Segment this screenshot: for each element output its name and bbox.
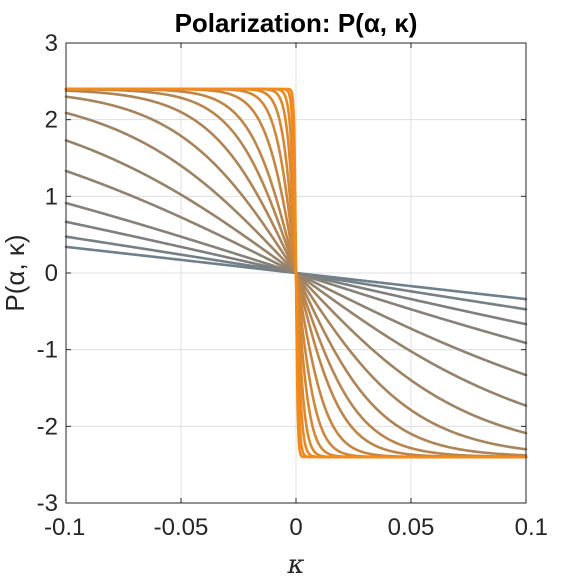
y-tick-label: 1 <box>45 183 58 210</box>
x-tick-label: 0.05 <box>388 514 435 541</box>
y-tick-label: 0 <box>45 260 58 287</box>
x-tick-label: -0.1 <box>44 514 85 541</box>
y-tick-label: 2 <box>45 107 58 134</box>
y-tick-label: -3 <box>37 490 58 517</box>
x-tick-label: -0.05 <box>154 514 209 541</box>
series-curves <box>64 87 528 459</box>
axis-ticks <box>65 42 527 504</box>
x-tick-label: 0.1 <box>515 514 548 541</box>
y-axis-label: P(α, κ) <box>0 234 30 311</box>
series-line-18 <box>64 87 528 459</box>
x-tick-labels: -0.1 -0.05 0 0.05 0.1 <box>44 514 548 541</box>
x-tick-label: 0 <box>289 514 302 541</box>
x-axis-label: κ <box>286 550 304 580</box>
y-tick-label: 3 <box>45 30 58 57</box>
y-tick-label: -1 <box>37 337 58 364</box>
y-tick-label: -2 <box>37 413 58 440</box>
y-tick-labels: -3 -2 -1 0 1 2 3 <box>37 30 58 517</box>
chart-title: Polarization: P(α, κ) <box>175 8 418 38</box>
